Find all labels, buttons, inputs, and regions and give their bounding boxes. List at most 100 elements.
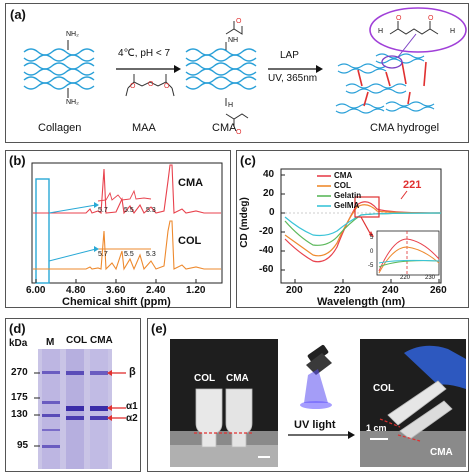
nh-zoom-left: H [378, 28, 384, 35]
inset-y-tick-2: 0 [370, 249, 374, 255]
panel-d: (d) kDa M COL CMA [5, 318, 141, 472]
lane-cma: CMA [90, 335, 113, 346]
label-cma: CMA [178, 177, 204, 189]
tube-label-col-left: COL [194, 373, 216, 384]
caption-cma-hydrogel: CMA hydrogel [370, 122, 440, 134]
inset-tick-cma-2: 5.5 [124, 207, 134, 214]
spectrum-col [33, 220, 221, 271]
cd-inset [376, 230, 440, 276]
x-tick-220: 220 [334, 285, 351, 296]
collagen-helix [23, 48, 95, 90]
condition-lap: LAP [280, 50, 299, 61]
scale-bar-label: 1 cm [366, 423, 387, 433]
maa-structure [125, 74, 175, 97]
uv-lamp-icon [300, 344, 332, 409]
x-tick-3: 3.60 [106, 285, 126, 296]
marker-270: 270 [11, 367, 28, 378]
caption-maa: MAA [132, 122, 156, 134]
caption-cma: CMA [212, 122, 237, 134]
inset-tick-cma-3: 5.3 [146, 207, 156, 214]
legend-col: COL [334, 181, 351, 190]
legend-cma: CMA [334, 171, 353, 180]
legend-gelma: GelMA [334, 201, 360, 210]
y-tick-m20: -20 [259, 226, 274, 237]
band-alpha1: α1 [126, 401, 138, 412]
zoom-box [354, 196, 380, 218]
x-tick-4: 2.40 [146, 285, 166, 296]
nh2-top-label: NH₂ [66, 31, 79, 38]
condition-uv: UV, 365nm [268, 73, 318, 84]
y-tick-20: 20 [263, 188, 275, 199]
zoom-ellipse [369, 7, 467, 53]
x-tick-200: 200 [286, 285, 303, 296]
annotation-221: 221 [403, 179, 422, 191]
methacryl-groups [225, 21, 249, 127]
panel-d-label: (d) [9, 321, 26, 336]
spectrum-cma [33, 164, 221, 215]
x-tick-5: 1.20 [186, 285, 206, 296]
caption-collagen: Collagen [38, 122, 82, 134]
inset-tick-cma-1: 5.7 [98, 207, 108, 214]
panel-c-label: (c) [240, 153, 256, 168]
region-box [35, 178, 50, 284]
inset-tick-col-1: 5.7 [98, 251, 108, 258]
lane-col: COL [66, 335, 88, 346]
svg-text:O: O [428, 15, 434, 22]
spectrum-cma-inset [97, 189, 152, 202]
x-axis-label: Wavelength (nm) [317, 296, 406, 308]
legend-gelatin: Gelatin [334, 191, 362, 200]
panel-a-label: (a) [10, 7, 26, 22]
svg-text:O: O [396, 15, 402, 22]
x-axis-label: Chemical shift (ppm) [62, 296, 171, 308]
cd-plot [280, 168, 442, 284]
photo-graphics [170, 339, 466, 467]
panel-e: (e) COL CMA UV light COL CMA 1 cm [147, 318, 469, 472]
nh-bottom-label: H [228, 102, 234, 109]
y-tick-m60: -60 [259, 264, 274, 275]
marker-95: 95 [17, 440, 29, 451]
svg-text:O: O [236, 129, 242, 136]
tube-label-col-right: COL [373, 383, 395, 394]
svg-text:O: O [164, 83, 170, 90]
x-tick-240: 240 [382, 285, 399, 296]
x-tick-1: 6.00 [26, 285, 46, 296]
marker-175: 175 [11, 392, 28, 403]
kda-label: kDa [9, 338, 28, 349]
inset-tick-col-3: 5.3 [146, 251, 156, 258]
x-tick-260: 260 [430, 285, 447, 296]
label-col: COL [178, 235, 202, 247]
x-tick-2: 4.80 [66, 285, 86, 296]
nh-zoom-right: H [450, 28, 456, 35]
panel-b-label: (b) [9, 153, 26, 168]
zoom-circle [381, 55, 403, 69]
tube-label-cma-left: CMA [226, 373, 249, 384]
y-tick-m40: -40 [259, 245, 274, 256]
band-alpha2: α2 [126, 413, 138, 424]
panel-e-label: (e) [151, 321, 167, 336]
nh2-bottom-label: NH₂ [66, 99, 79, 106]
hydrogel-network [335, 53, 435, 114]
cd-curve-col [284, 204, 442, 257]
panel-b: (b) CMA COL 5.7 5.5 5.3 5.7 5.5 5.3 6.00… [5, 150, 231, 308]
nh-top-label: NH [228, 37, 239, 44]
inset-x-tick-2: 230 [425, 275, 436, 281]
svg-text:O: O [130, 83, 136, 90]
uv-light-label: UV light [294, 419, 336, 431]
panel-a: (a) O O O [5, 3, 469, 143]
condition-temp-ph: 4℃, pH < 7 [118, 48, 171, 59]
svg-text:O: O [236, 18, 242, 25]
band-beta: β [129, 366, 136, 378]
marker-130: 130 [11, 409, 28, 420]
sds-gel [34, 349, 126, 469]
cd-curve-gelma [284, 212, 442, 237]
inset-y-tick-1: 5 [370, 235, 374, 241]
tube-label-cma-right: CMA [430, 447, 453, 458]
y-tick-0: 0 [269, 207, 275, 218]
y-axis-label: CD (mdeg) [238, 197, 250, 248]
nmr-plot [31, 162, 223, 284]
cma-helix [185, 48, 257, 90]
lane-m: M [46, 337, 55, 348]
svg-text:O: O [148, 81, 154, 88]
inset-x-tick-1: 220 [400, 275, 411, 281]
panel-c: (c) [236, 150, 469, 308]
